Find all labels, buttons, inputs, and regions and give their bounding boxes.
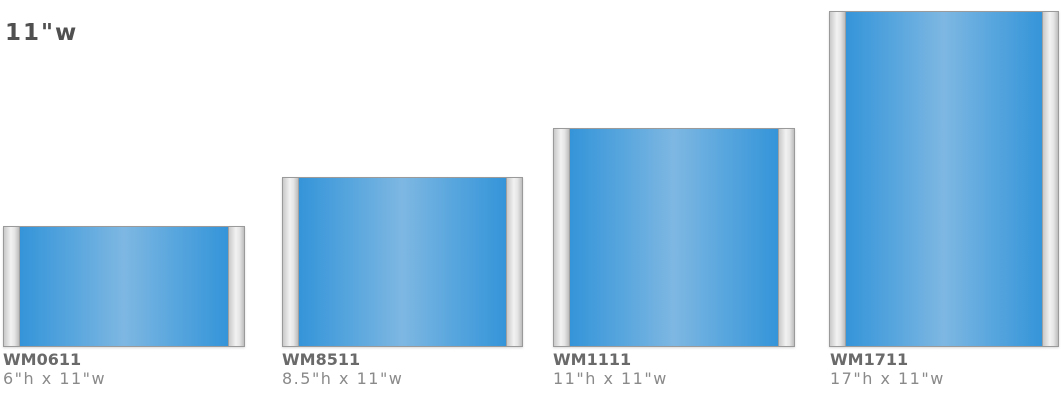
end-cap-right <box>778 129 794 346</box>
end-cap-right <box>228 227 244 346</box>
sign-wm0611 <box>3 226 245 347</box>
end-cap-right <box>1042 12 1058 346</box>
end-cap-left <box>554 129 570 346</box>
sign-wm1111 <box>553 128 795 347</box>
product-size: 11"h x 11"w <box>553 369 668 388</box>
end-cap-left <box>4 227 20 346</box>
product-model: WM0611 <box>3 350 82 369</box>
product-size: 6"h x 11"w <box>3 369 107 388</box>
end-cap-left <box>830 12 846 346</box>
product-model: WM8511 <box>282 350 361 369</box>
product-model: WM1111 <box>553 350 632 369</box>
page-title: 11"w <box>5 20 79 46</box>
product-size: 17"h x 11"w <box>830 369 945 388</box>
product-model: WM1711 <box>830 350 909 369</box>
sign-wm1711 <box>829 11 1059 347</box>
sign-wm8511 <box>282 177 523 347</box>
end-cap-right <box>506 178 522 346</box>
end-cap-left <box>283 178 299 346</box>
product-size: 8.5"h x 11"w <box>282 369 404 388</box>
